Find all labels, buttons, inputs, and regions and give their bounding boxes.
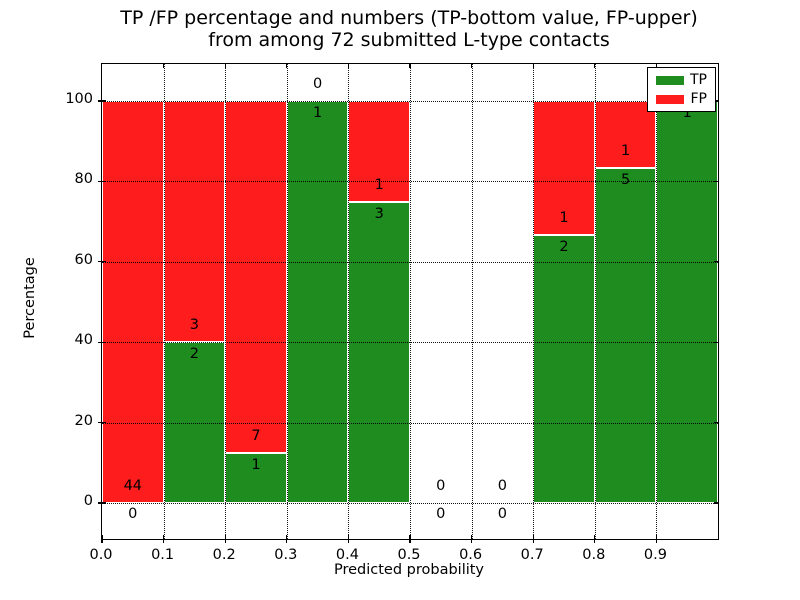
- tick-mark-top: [409, 64, 411, 68]
- bar-count-label-fp: 3: [189, 317, 200, 334]
- y-tick-label: 80: [74, 171, 93, 188]
- tick-mark-left: [98, 502, 106, 504]
- bar-segment-tp: [594, 168, 657, 503]
- y-tick-label: 100: [65, 91, 93, 107]
- tick-mark-top: [347, 64, 350, 68]
- bar-count-label-fp: 1: [374, 176, 384, 193]
- bar-segment-fp: [163, 101, 226, 343]
- bar-count-label-tp: 0: [436, 506, 446, 522]
- y-tick-label: 40: [74, 332, 93, 349]
- x-tick-label: 0.6: [459, 547, 483, 563]
- bar-count-label-tp: 1: [682, 105, 692, 121]
- bar-count-label-tp: 2: [189, 346, 200, 363]
- x-tick-label: 0.1: [151, 547, 175, 563]
- bar-count-label-fp: 0: [436, 478, 446, 494]
- y-tick-label: 20: [74, 412, 93, 429]
- fp-color-swatch: [656, 94, 684, 104]
- x-tick-label: 0.4: [335, 547, 359, 563]
- bar-count-label-fp: 1: [559, 209, 569, 226]
- tick-mark-top: [594, 64, 596, 68]
- tick-mark-left: [98, 180, 106, 183]
- chart-title-line1: TP /FP percentage and numbers (TP-bottom…: [120, 7, 698, 29]
- tp-color-swatch: [656, 75, 684, 85]
- legend-label-tp: TP: [690, 72, 707, 88]
- tick-mark-right: [714, 422, 718, 424]
- tick-mark-left: [98, 422, 106, 424]
- bar-segment-tp: [656, 101, 718, 503]
- bar-count-label-tp: 0: [128, 506, 138, 522]
- plot-area: TP FP 440327101130000121501: [98, 63, 719, 543]
- tick-mark-right: [714, 180, 718, 183]
- tick-mark-bottom: [471, 535, 473, 543]
- tick-mark-right: [714, 502, 718, 504]
- tick-mark-right: [714, 100, 718, 102]
- bar-count-label-fp: 0: [312, 76, 323, 92]
- bar-count-label-fp: 0: [497, 478, 508, 494]
- bar-segment-tp: [348, 201, 410, 503]
- legend-entry-fp: FP: [648, 92, 715, 106]
- tick-mark-top: [471, 64, 473, 68]
- bar-count-label-tp: 3: [374, 205, 384, 222]
- bar-segment-fp: [225, 101, 287, 453]
- y-tick-label: 60: [74, 251, 93, 268]
- tick-mark-bottom: [409, 535, 411, 543]
- x-axis-label: Predicted probability: [333, 562, 485, 578]
- grid-line-vertical: [286, 64, 288, 539]
- bar-count-label-fp: 1: [620, 143, 631, 159]
- bar-count-label-fp: 44: [123, 478, 143, 494]
- grid-line-vertical: [410, 64, 411, 539]
- bar-segment-fp: [102, 101, 164, 503]
- bar-segment-tp: [225, 452, 287, 503]
- bar-segment-tp: [286, 101, 349, 503]
- legend-label-fp: FP: [690, 91, 708, 107]
- grid-line-vertical: [471, 64, 473, 539]
- legend: TP FP: [647, 67, 716, 112]
- y-axis-label: Percentage: [22, 257, 38, 339]
- grid-line-vertical: [163, 64, 165, 539]
- bar-count-label-tp: 5: [620, 172, 631, 188]
- tick-mark-bottom: [224, 535, 226, 543]
- chart-title-line2: from among 72 submitted L-type contacts: [208, 29, 610, 51]
- x-tick-label: 0.8: [582, 547, 606, 563]
- tick-mark-bottom: [655, 535, 658, 543]
- tick-mark-top: [224, 64, 226, 68]
- grid-line-vertical: [348, 64, 350, 539]
- x-tick-label: 0.5: [397, 547, 421, 563]
- tick-mark-bottom: [347, 535, 350, 543]
- x-tick-label: 0.9: [643, 547, 667, 563]
- tick-mark-right: [714, 341, 718, 343]
- tick-mark-bottom: [286, 535, 288, 543]
- tick-mark-left: [98, 100, 106, 102]
- chart-title: TP /FP percentage and numbers (TP-bottom…: [120, 7, 698, 51]
- tick-mark-left: [98, 341, 106, 343]
- bar-count-label-fp: 7: [251, 427, 261, 444]
- legend-entry-tp: TP: [648, 73, 715, 87]
- grid-line-vertical: [594, 64, 596, 539]
- x-tick-label: 0.2: [212, 547, 236, 563]
- tick-mark-left: [98, 261, 106, 263]
- bar-count-label-tp: 2: [559, 238, 569, 255]
- tick-mark-bottom: [594, 535, 596, 543]
- x-tick-label: 0.0: [89, 547, 113, 563]
- tick-mark-top: [286, 64, 288, 68]
- tick-mark-bottom: [101, 535, 103, 543]
- grid-line-vertical: [533, 64, 535, 539]
- tick-mark-top: [163, 64, 165, 68]
- bar-count-label-tp: 1: [312, 105, 323, 121]
- x-tick-label: 0.7: [520, 547, 544, 563]
- bar-segment-tp: [533, 234, 595, 503]
- tick-mark-top: [532, 64, 534, 68]
- bar-count-label-tp: 1: [251, 456, 261, 473]
- tick-mark-bottom: [532, 535, 534, 543]
- bar-count-label-tp: 0: [497, 506, 508, 522]
- grid-line-vertical: [656, 64, 658, 539]
- grid-line-vertical: [225, 64, 227, 539]
- bar-segment-fp: [533, 101, 595, 235]
- tick-mark-right: [714, 261, 718, 263]
- y-tick-label: 0: [83, 493, 93, 509]
- tick-mark-top: [655, 64, 658, 68]
- x-tick-label: 0.3: [274, 547, 298, 563]
- tick-mark-bottom: [163, 535, 165, 543]
